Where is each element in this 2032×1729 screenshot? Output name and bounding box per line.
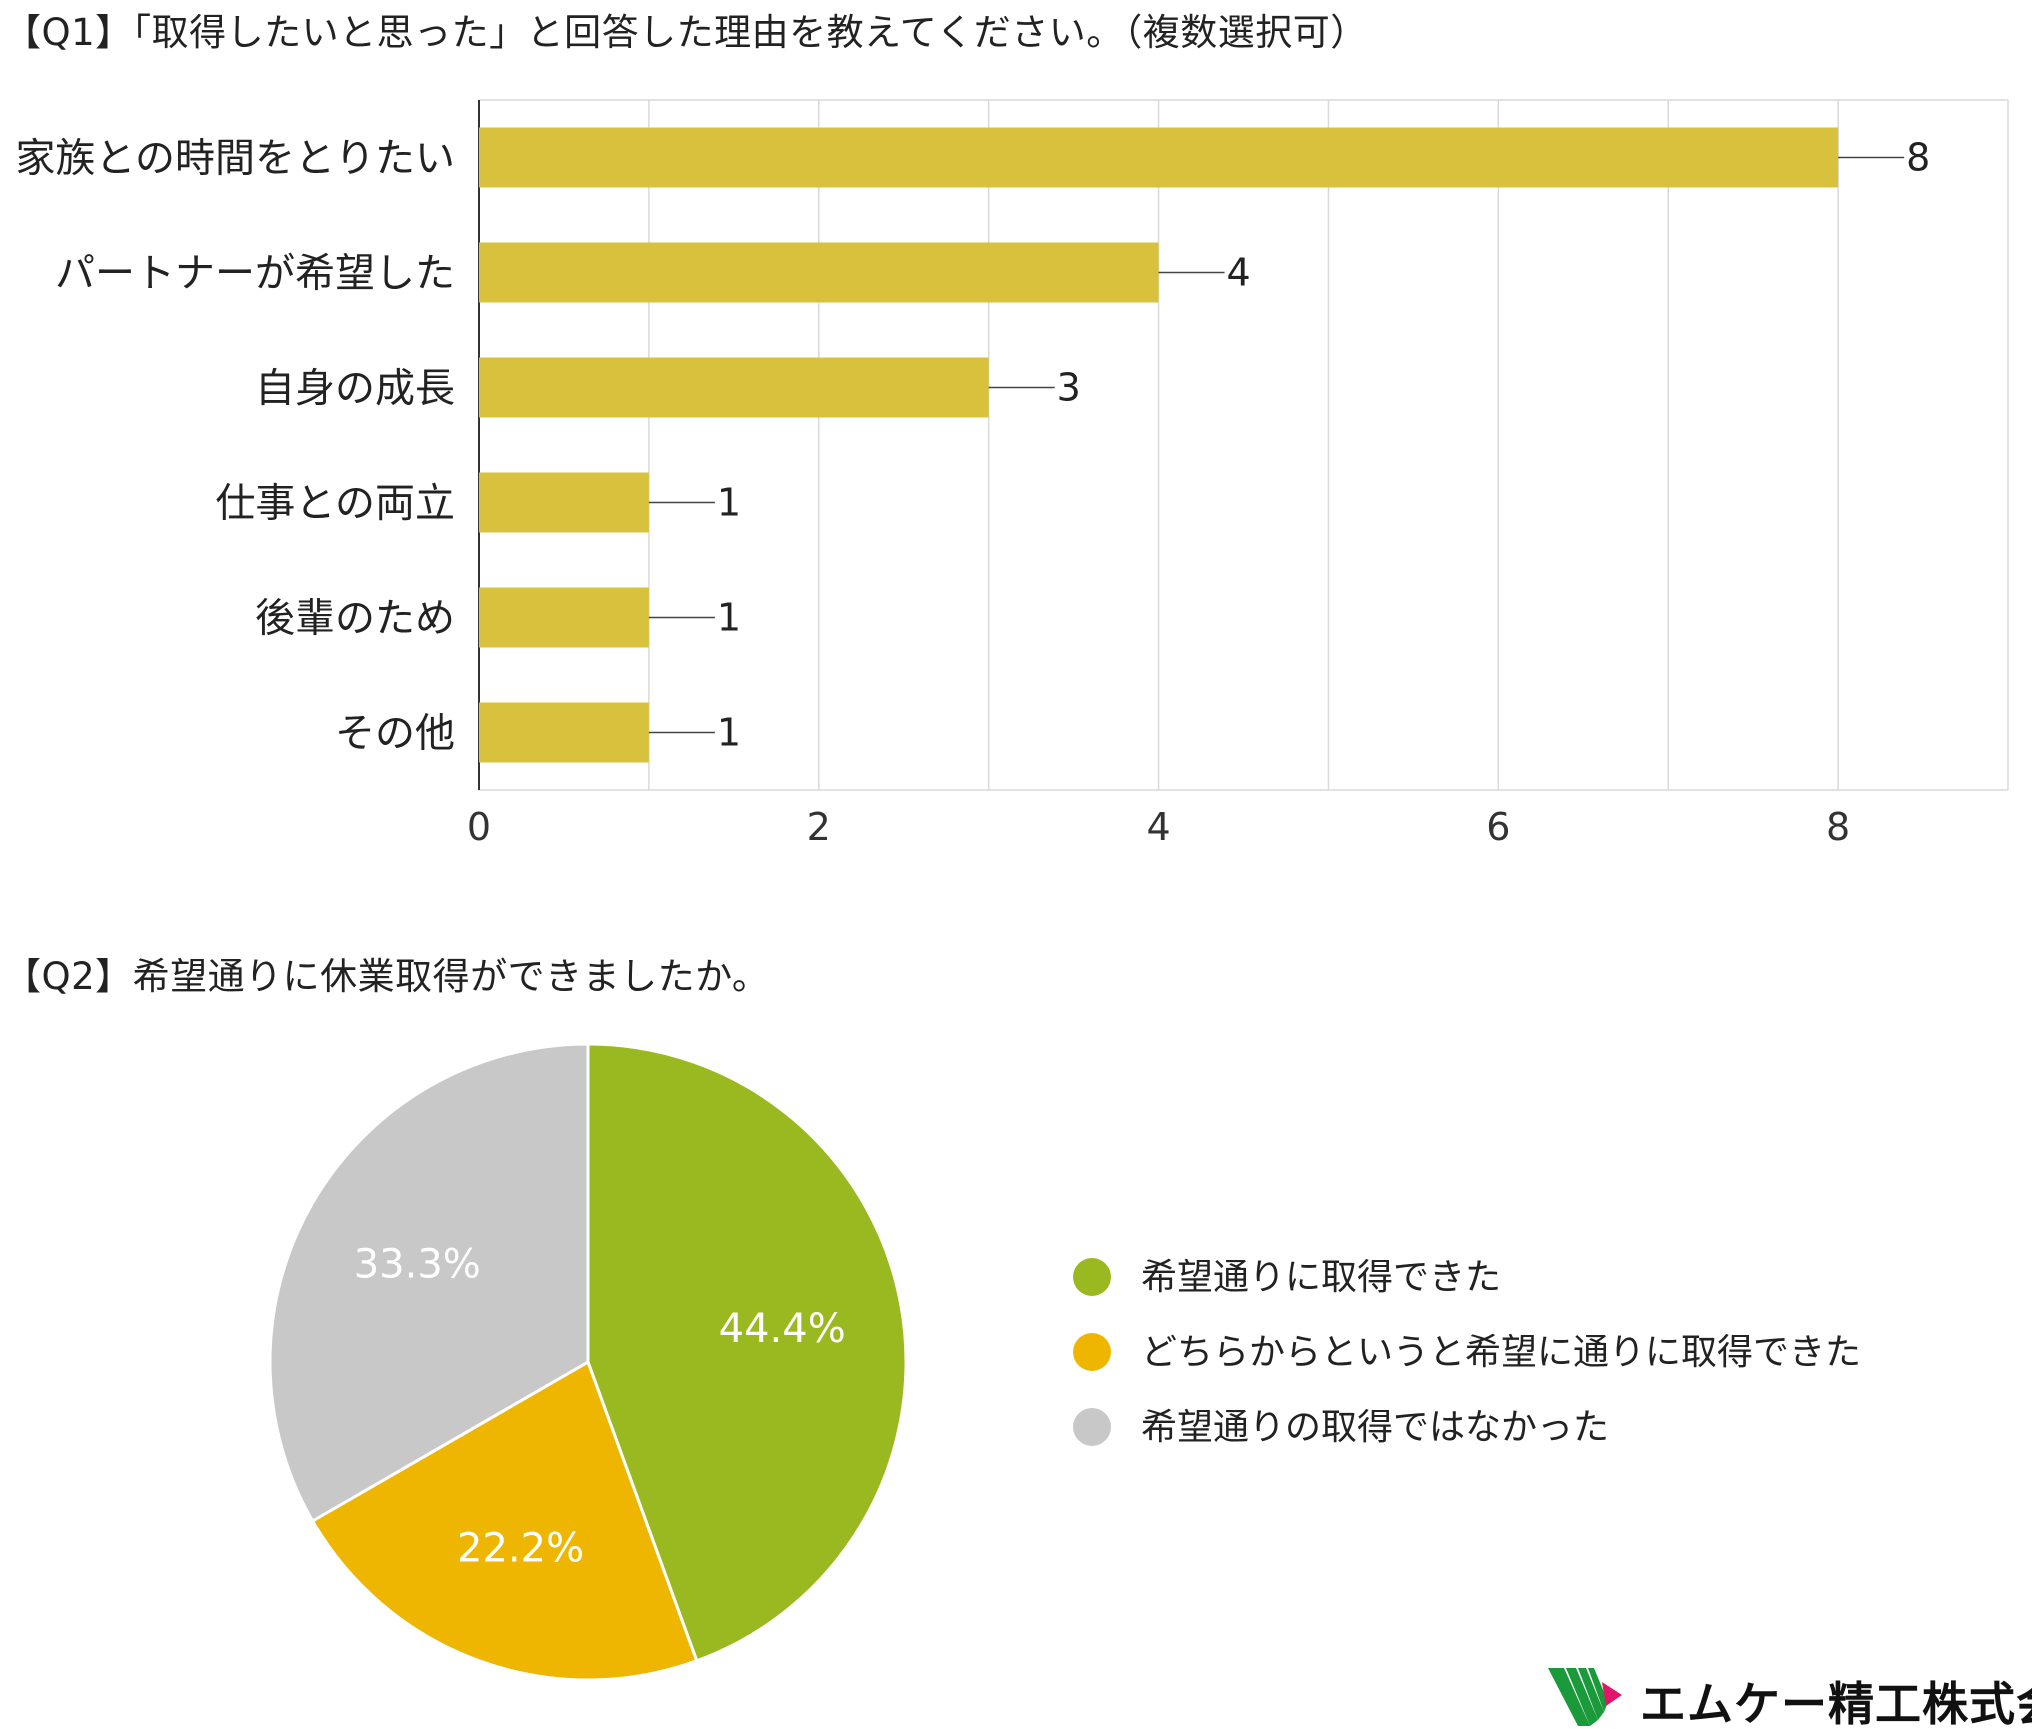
category-label: 仕事との両立 — [215, 481, 455, 527]
bar — [479, 472, 649, 533]
x-tick-label: 0 — [467, 805, 491, 849]
x-tick-label: 4 — [1146, 805, 1170, 849]
data-label: 1 — [717, 711, 741, 755]
company-name: エムケー精工株式会社 — [1640, 1677, 2032, 1729]
bar-chart: 家族との時間をとりたい 8 パートナーが希望した 4 自身の成長 3 仕事との両立 1 後輩のた… — [15, 99, 2009, 849]
category-label: 後輩のため — [255, 596, 455, 642]
data-label: 4 — [1227, 251, 1251, 295]
data-label: 1 — [717, 596, 741, 640]
data-label: 8 — [1906, 136, 1930, 180]
category-label: その他 — [335, 711, 455, 757]
x-tick-label: 8 — [1826, 805, 1850, 849]
logo-mark-icon — [1548, 1668, 1622, 1726]
bar — [479, 127, 1839, 188]
bar — [479, 587, 649, 648]
category-label: 家族との時間をとりたい — [15, 136, 455, 182]
category-label: パートナーが希望した — [55, 251, 455, 297]
bar — [479, 357, 989, 418]
category-label: 自身の成長 — [255, 366, 455, 412]
bar — [479, 702, 649, 763]
q2-title: 【Q2】希望通りに休業取得ができましたか。 — [4, 955, 770, 998]
data-label: 1 — [717, 481, 741, 525]
x-tick-label: 2 — [807, 805, 831, 849]
data-label: 3 — [1057, 366, 1081, 410]
bar — [479, 242, 1159, 303]
x-tick-label: 6 — [1486, 805, 1510, 849]
q1-title: 【Q1】「取得したいと思った」と回答した理由を教えてください。（複数選択可） — [4, 11, 1368, 54]
